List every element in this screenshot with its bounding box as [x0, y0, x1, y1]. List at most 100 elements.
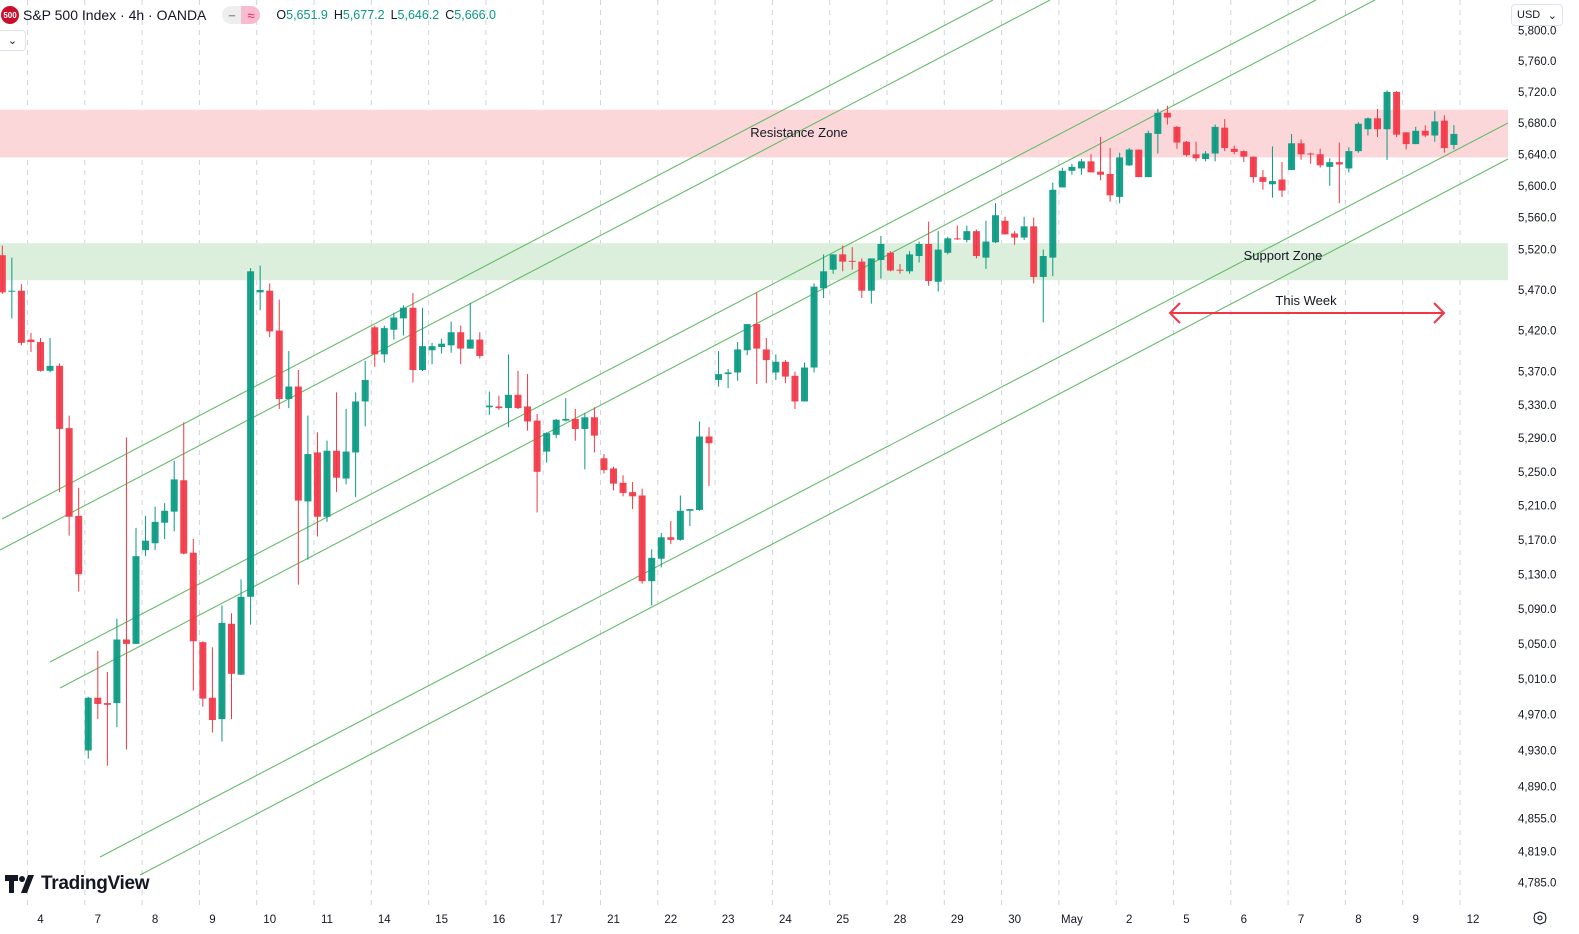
candle[interactable]	[1288, 133, 1296, 171]
channel-line[interactable]	[0, 0, 1051, 551]
candle[interactable]	[676, 495, 684, 541]
candle[interactable]	[1183, 140, 1190, 157]
candle[interactable]	[1278, 162, 1286, 197]
candle[interactable]	[333, 392, 341, 493]
candle[interactable]	[1211, 124, 1219, 162]
candle[interactable]	[543, 432, 551, 463]
candle[interactable]	[1154, 108, 1162, 154]
candle[interactable]	[581, 413, 589, 470]
candle[interactable]	[447, 321, 455, 353]
candle[interactable]	[1440, 115, 1448, 153]
candle[interactable]	[590, 407, 598, 453]
candle[interactable]	[1335, 142, 1343, 204]
candle[interactable]	[1374, 108, 1381, 138]
price-axis[interactable]: 5,800.0 5,760.0 5,720.0 5,680.0 5,640.0 5,600…	[1508, 0, 1579, 934]
candle[interactable]	[877, 235, 885, 279]
candle[interactable]	[1326, 158, 1334, 186]
candle[interactable]	[1383, 90, 1391, 160]
candle[interactable]	[762, 337, 770, 384]
candle[interactable]	[1297, 139, 1305, 160]
candle[interactable]	[772, 354, 780, 380]
candle[interactable]	[600, 454, 608, 474]
candle[interactable]	[791, 371, 799, 409]
candle[interactable]	[705, 427, 713, 487]
status-pill[interactable]: − ≈	[222, 6, 261, 24]
candle[interactable]	[409, 293, 417, 383]
candle[interactable]	[886, 251, 894, 272]
candle[interactable]	[84, 696, 92, 759]
candle[interactable]	[1135, 149, 1143, 178]
candle[interactable]	[638, 488, 646, 584]
candle[interactable]	[189, 538, 197, 691]
candle[interactable]	[94, 650, 102, 720]
candle[interactable]	[810, 283, 818, 373]
candle[interactable]	[1173, 126, 1181, 149]
candle[interactable]	[56, 363, 64, 493]
candle[interactable]	[103, 672, 111, 766]
currency-dropdown[interactable]: USD ⌄	[1511, 4, 1563, 26]
candle[interactable]	[533, 413, 541, 513]
this-week-arrow[interactable]	[1168, 302, 1446, 324]
candle[interactable]	[1125, 148, 1133, 167]
candle[interactable]	[1116, 152, 1124, 204]
candle[interactable]	[285, 351, 293, 409]
candle[interactable]	[829, 254, 837, 274]
collapse-legend-button[interactable]: ⌄	[0, 30, 26, 51]
candle[interactable]	[361, 360, 369, 427]
candle[interactable]	[380, 325, 388, 363]
candle[interactable]	[753, 292, 761, 385]
candle[interactable]	[161, 503, 169, 539]
candle[interactable]	[1144, 130, 1152, 178]
candle[interactable]	[1259, 170, 1267, 190]
candle[interactable]	[972, 229, 980, 259]
candle[interactable]	[228, 613, 235, 720]
approx-icon[interactable]: ≈	[241, 6, 261, 24]
candle[interactable]	[1345, 147, 1353, 173]
candle[interactable]	[743, 324, 751, 356]
candle[interactable]	[485, 391, 493, 415]
candle[interactable]	[208, 647, 216, 733]
candle[interactable]	[552, 418, 560, 439]
candle[interactable]	[37, 337, 44, 372]
candle[interactable]	[514, 370, 522, 409]
candle[interactable]	[610, 466, 617, 491]
candle[interactable]	[1307, 152, 1315, 164]
candle[interactable]	[858, 258, 866, 299]
candle[interactable]	[1039, 249, 1047, 323]
candle[interactable]	[1011, 231, 1019, 245]
candle[interactable]	[867, 258, 875, 304]
symbol-title[interactable]: S&P 500 Index · 4h · OANDA	[23, 7, 207, 23]
candle[interactable]	[1354, 122, 1362, 153]
candle[interactable]	[781, 360, 789, 384]
candle[interactable]	[1230, 145, 1238, 155]
candle[interactable]	[457, 325, 465, 365]
channel-line[interactable]	[59, 0, 1376, 689]
candle[interactable]	[313, 432, 321, 537]
candle[interactable]	[801, 362, 808, 402]
candle[interactable]	[1020, 216, 1028, 240]
candle[interactable]	[495, 395, 503, 410]
candle[interactable]	[1421, 125, 1429, 138]
candle[interactable]	[1163, 105, 1171, 125]
candle[interactable]	[371, 325, 379, 367]
candle[interactable]	[1249, 156, 1257, 183]
candle[interactable]	[27, 333, 35, 352]
channel-line[interactable]	[139, 158, 1509, 876]
candle[interactable]	[695, 421, 703, 511]
candle[interactable]	[686, 509, 694, 527]
candle[interactable]	[65, 415, 73, 536]
candle[interactable]	[1001, 216, 1009, 235]
candle[interactable]	[1097, 137, 1105, 181]
candle[interactable]	[1316, 148, 1324, 168]
candle[interactable]	[352, 392, 360, 498]
candle[interactable]	[122, 437, 130, 750]
candle[interactable]	[46, 337, 54, 373]
candle[interactable]	[667, 521, 675, 545]
candle[interactable]	[953, 225, 961, 240]
candle[interactable]	[180, 422, 188, 555]
resistance-zone[interactable]	[0, 109, 1508, 158]
candle[interactable]	[524, 374, 532, 431]
candle[interactable]	[1402, 132, 1410, 150]
candle[interactable]	[1106, 148, 1114, 202]
candle[interactable]	[75, 487, 83, 592]
